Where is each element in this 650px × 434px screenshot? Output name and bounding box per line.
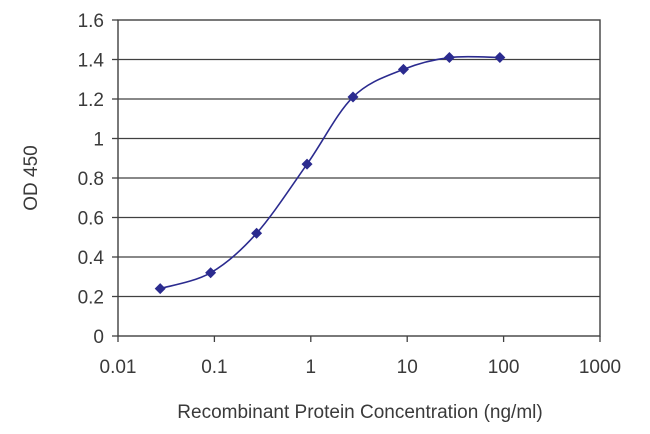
y-tick-label: 1.6	[78, 11, 104, 32]
series-group	[154, 52, 506, 295]
x-tick-label: 0.1	[201, 357, 227, 378]
y-tick-label: 0.8	[78, 169, 104, 190]
data-point-7	[494, 52, 506, 64]
data-point-5	[397, 63, 409, 75]
y-axis-ticks: 0 0.2 0.4 0.6 0.8 1 1.2 1.4 1.6	[78, 11, 118, 348]
x-axis-ticks: 0.01 0.1 1 10 100 1000	[100, 336, 621, 378]
x-axis-title: Recombinant Protein Concentration (ng/ml…	[177, 402, 542, 423]
data-point-0	[154, 283, 166, 295]
x-tick-label: 0.01	[100, 357, 137, 378]
x-tick-label: 1000	[579, 357, 621, 378]
y-tick-label: 0.2	[78, 288, 104, 309]
data-point-4	[347, 91, 359, 103]
x-tick-label: 10	[397, 357, 418, 378]
y-tick-label: 0.6	[78, 209, 104, 230]
data-point-3	[301, 158, 313, 170]
y-tick-label: 1	[93, 130, 104, 151]
y-axis-title: OD 450	[21, 145, 42, 210]
y-tick-label: 1.4	[78, 51, 105, 72]
y-tick-label: 0	[93, 327, 104, 348]
data-point-2	[251, 227, 263, 239]
gridlines	[118, 58, 600, 298]
x-tick-label: 1	[306, 357, 317, 378]
data-point-1	[205, 267, 217, 279]
series-line-0	[159, 55, 500, 290]
x-tick-label: 100	[488, 357, 520, 378]
data-point-6	[443, 52, 455, 64]
y-tick-label: 1.2	[78, 90, 104, 111]
y-tick-label: 0.4	[78, 248, 105, 269]
